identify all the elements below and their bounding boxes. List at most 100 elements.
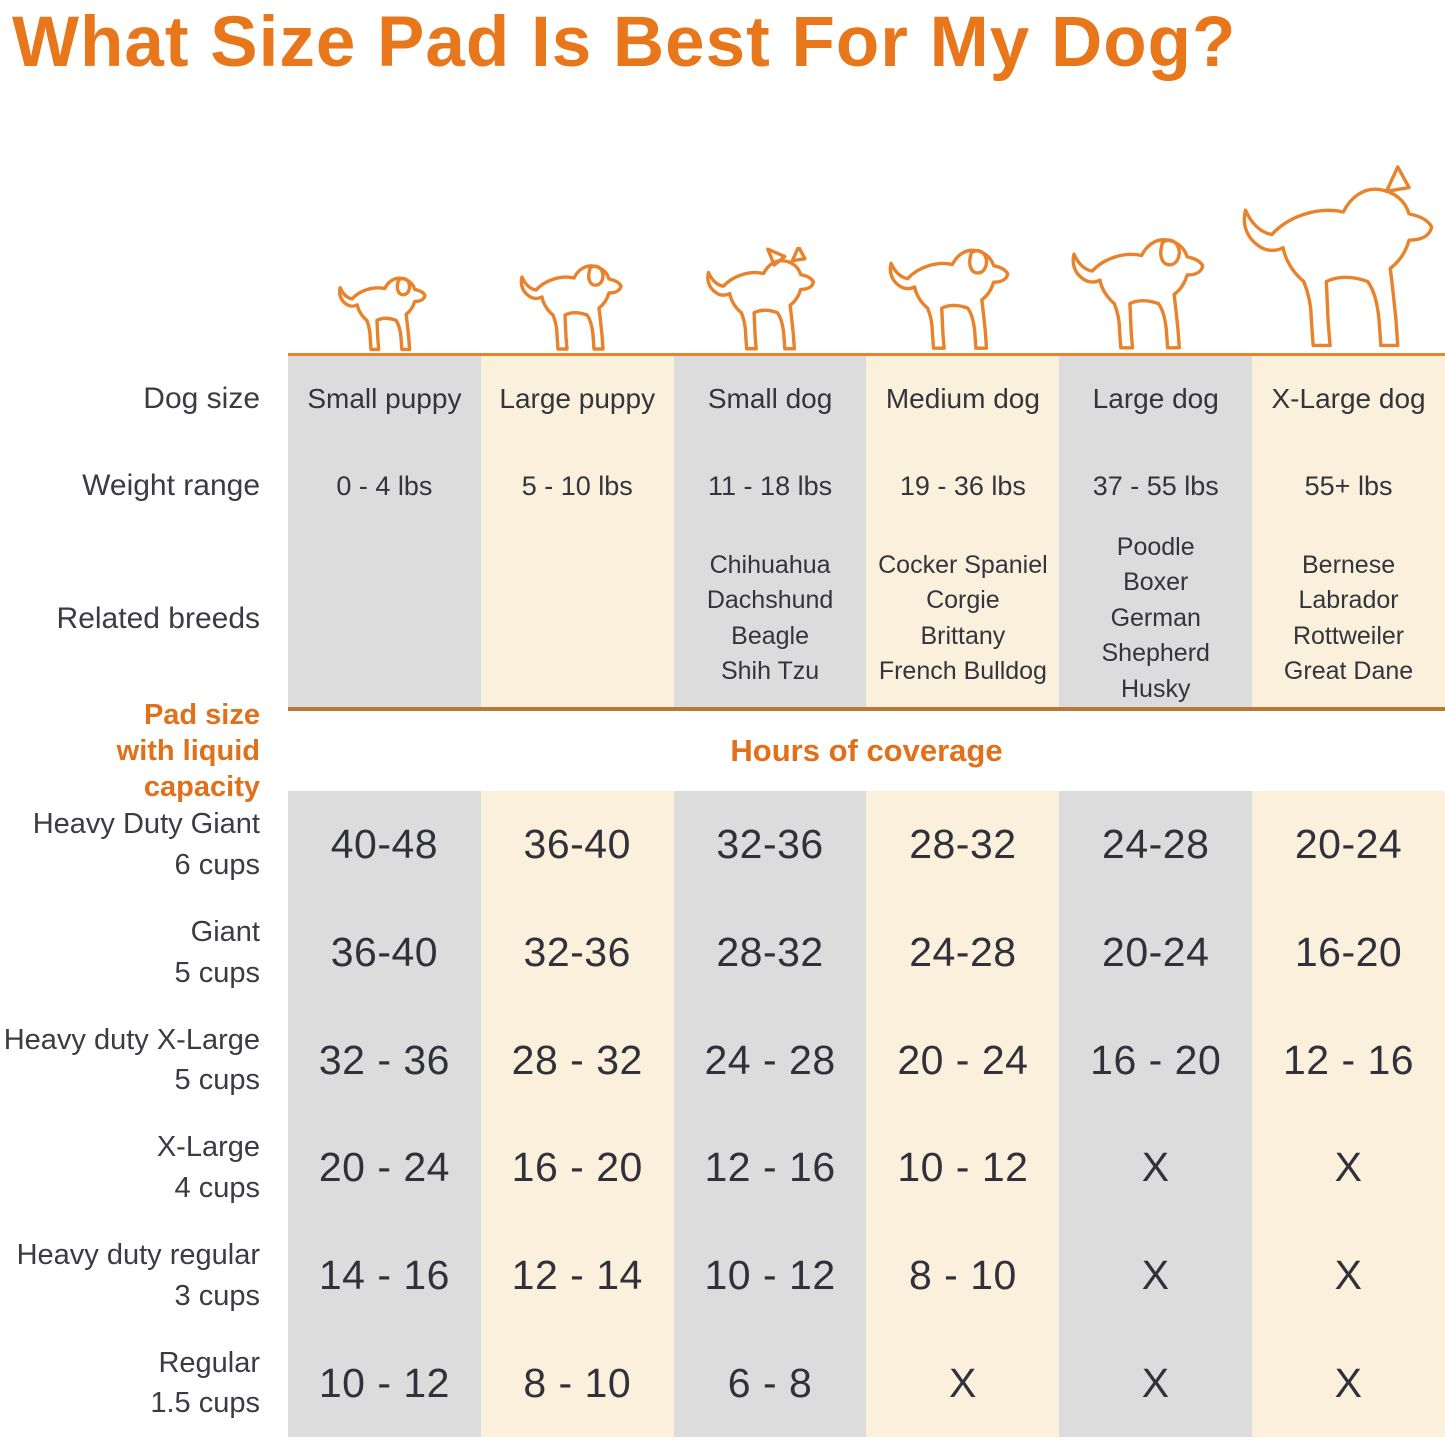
dog-icons-baseline: [288, 100, 1445, 356]
info-row-label: Weight range: [82, 469, 260, 502]
pad-size-header-line2: with liquid capacity: [116, 734, 260, 804]
pad-row-name: Giant: [190, 915, 260, 948]
coverage-cell: X: [1252, 1114, 1445, 1222]
dog-icon-column: [477, 253, 666, 353]
dog-icon-column: [1045, 223, 1234, 353]
coverage-cell: 20 - 24: [288, 1114, 481, 1222]
small-dog-icon: [702, 247, 821, 353]
info-cell: 0 - 4 lbs: [288, 442, 481, 530]
info-cell: 19 - 36 lbs: [866, 442, 1060, 530]
coverage-cell: 12 - 16: [1252, 1006, 1445, 1115]
pad-row: X-Large 4 cups 20 - 24 16 - 20 12 - 16 10 - 1…: [0, 1114, 1445, 1222]
coverage-cell: 14 - 16: [288, 1221, 481, 1330]
coverage-cell: 12 - 14: [480, 1221, 674, 1330]
pad-row-capacity: 6 cups: [174, 848, 260, 881]
pad-row-capacity: 4 cups: [174, 1171, 260, 1204]
divider-line: [288, 707, 1445, 711]
info-cell: Large puppy: [480, 356, 674, 442]
info-cell: Small dog: [673, 356, 867, 442]
coverage-cell: X: [1252, 1221, 1445, 1330]
coverage-cell: 24-28: [866, 898, 1060, 1007]
dog-info-table: Dog size Small puppy Large puppy Small dog M…: [0, 356, 1445, 707]
dog-icon-column: [856, 235, 1045, 353]
coverage-cell: 28 - 32: [480, 1006, 674, 1115]
info-cell: Cocker Spaniel Corgie Brittany French Bu…: [866, 530, 1060, 707]
info-cell: X-Large dog: [1252, 356, 1445, 442]
coverage-cell: 28-32: [673, 898, 867, 1007]
pad-row-label: X-Large 4 cups: [0, 1114, 288, 1222]
dog-icon-column: [666, 247, 855, 353]
coverage-cell: X: [1059, 1329, 1253, 1438]
pad-row: Heavy Duty Giant 6 cups 40-48 36-40 32-36 28-…: [0, 791, 1445, 899]
pad-row-label: Heavy Duty Giant 6 cups: [0, 791, 288, 899]
dogs-row-spacer: [0, 100, 288, 356]
info-cell: Large dog: [1059, 356, 1253, 442]
coverage-cell: 20-24: [1252, 791, 1445, 899]
pad-row: Heavy duty regular 3 cups 14 - 16 12 - 14 10…: [0, 1221, 1445, 1330]
pad-size-header-line1: Pad size: [143, 698, 260, 731]
coverage-cell: 10 - 12: [673, 1221, 867, 1330]
coverage-cell: 36-40: [288, 898, 481, 1007]
info-cell: [480, 530, 674, 707]
coverage-cell: 28-32: [866, 791, 1060, 899]
pad-row: Giant 5 cups 36-40 32-36 28-32 24-28 20-24 16-2…: [0, 898, 1445, 1007]
info-cell: Medium dog: [866, 356, 1060, 442]
pad-row-name: Heavy duty regular: [16, 1238, 260, 1271]
coverage-cell: 16-20: [1252, 898, 1445, 1007]
dog-icon-column: [1234, 165, 1445, 353]
bottom-margin: [0, 1437, 1445, 1446]
coverage-cell: 8 - 10: [480, 1329, 674, 1438]
coverage-cell: 10 - 12: [866, 1114, 1060, 1222]
coverage-cell: 20-24: [1059, 898, 1253, 1007]
coverage-cell: 16 - 20: [1059, 1006, 1253, 1115]
info-row: Dog size Small puppy Large puppy Small dog M…: [0, 356, 1445, 442]
coverage-cell: 24 - 28: [673, 1006, 867, 1115]
coverage-cell: 40-48: [288, 791, 481, 899]
small-puppy-icon: [335, 267, 431, 353]
info-cell: 11 - 18 lbs: [673, 442, 867, 530]
info-cell: 55+ lbs: [1252, 442, 1445, 530]
coverage-cell: 10 - 12: [288, 1329, 481, 1438]
info-cell: [288, 530, 481, 707]
pad-coverage-table: Heavy Duty Giant 6 cups 40-48 36-40 32-36 28-…: [0, 791, 1445, 1438]
coverage-cell: 12 - 16: [673, 1114, 867, 1222]
coverage-cell: X: [1059, 1114, 1253, 1222]
pad-size-header: Pad size with liquid capacity: [0, 699, 288, 804]
coverage-cell: 6 - 8: [673, 1329, 867, 1438]
hours-of-coverage-header: Hours of coverage: [730, 733, 1003, 768]
pad-row-name: X-Large: [156, 1131, 260, 1164]
pad-row-label: Giant 5 cups: [0, 899, 288, 1007]
dog-icons-row: [0, 100, 1445, 356]
coverage-cell: X: [1252, 1329, 1445, 1438]
info-row: Weight range 0 - 4 lbs 5 - 10 lbs 11 - 18 l…: [0, 442, 1445, 530]
coverage-cell: 16 - 20: [480, 1114, 674, 1222]
pad-row-capacity: 5 cups: [174, 956, 260, 989]
coverage-cell: 20 - 24: [866, 1006, 1060, 1115]
coverage-cell: 24-28: [1059, 791, 1253, 899]
medium-dog-icon: [884, 235, 1016, 353]
info-row-label: Related breeds: [56, 601, 260, 635]
coverage-cell: 36-40: [480, 791, 674, 899]
pad-header-band: Pad size with liquid capacity Hours of c…: [0, 699, 1445, 804]
pad-row-label: Heavy duty X-Large 5 cups: [0, 1006, 288, 1114]
coverage-cell: 8 - 10: [866, 1221, 1060, 1330]
pad-row-capacity: 3 cups: [174, 1279, 260, 1312]
large-dog-icon: [1066, 223, 1212, 353]
x-large-dog-icon: [1234, 165, 1445, 353]
pad-row-capacity: 5 cups: [174, 1064, 260, 1097]
info-cell: 5 - 10 lbs: [480, 442, 674, 530]
info-row-label: Dog size: [143, 382, 260, 415]
large-puppy-icon: [516, 253, 628, 353]
pad-row-label: Heavy duty regular 3 cups: [0, 1222, 288, 1330]
info-cell: Poodle Boxer German Shepherd Husky: [1059, 530, 1253, 707]
coverage-cell: X: [866, 1329, 1060, 1438]
pad-row-name: Heavy Duty Giant: [32, 808, 260, 841]
info-cell: Bernese Labrador Rottweiler Great Dane: [1252, 530, 1445, 707]
pad-row-label: Regular 1.5 cups: [0, 1329, 288, 1437]
dog-icon-column: [288, 267, 477, 353]
coverage-cell: 32 - 36: [288, 1006, 481, 1115]
coverage-cell: 32-36: [673, 791, 867, 899]
info-row: Related breeds Chihuahua Dachshund Beagle…: [0, 530, 1445, 707]
